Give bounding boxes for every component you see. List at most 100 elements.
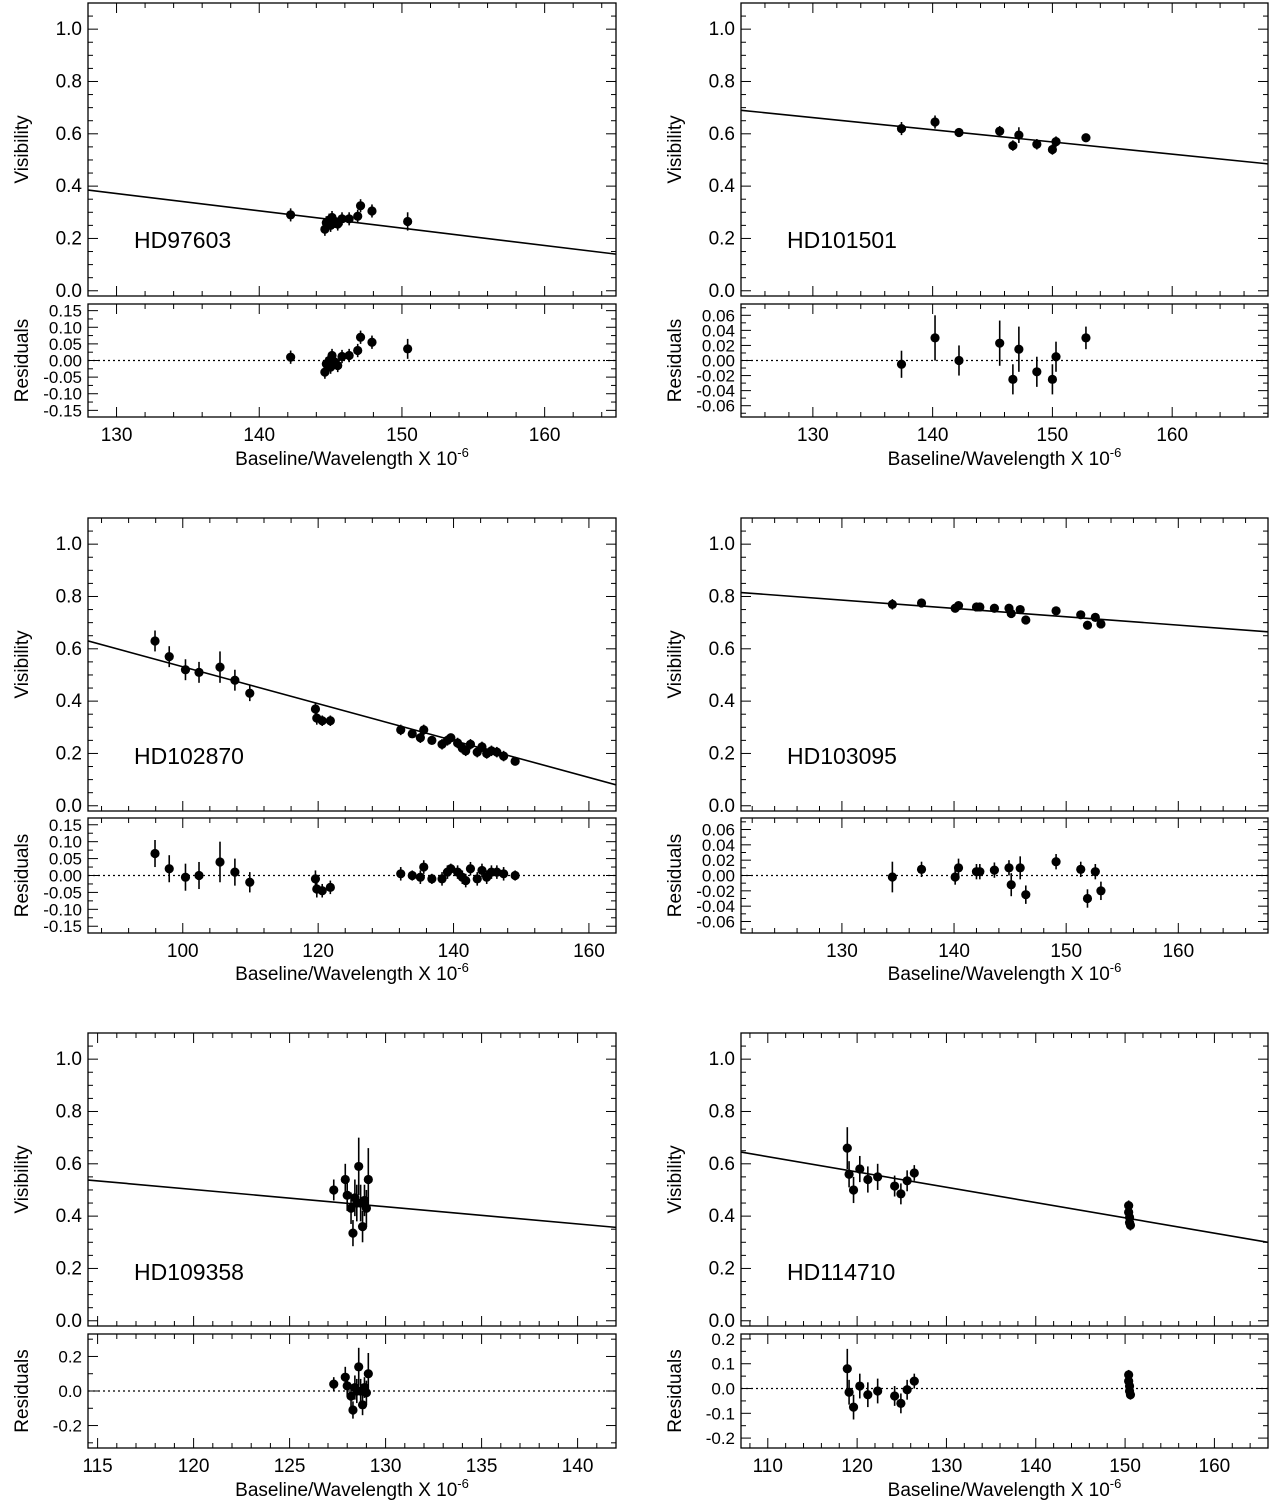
x-axis-label: Baseline/Wavelength X 10-6 bbox=[888, 1476, 1122, 1501]
y-tick-label: 0.0 bbox=[56, 1311, 82, 1332]
x-axis-label-text: Baseline/Wavelength X 10 bbox=[888, 449, 1110, 470]
y-tick-label: 0.04 bbox=[702, 836, 735, 855]
visibility-axis-label: Visibility bbox=[665, 1145, 686, 1214]
residual-point bbox=[415, 872, 425, 882]
visibility-point bbox=[355, 201, 366, 211]
visibility-point bbox=[1015, 604, 1025, 615]
residual-point bbox=[427, 874, 437, 884]
y-tick-label: -0.05 bbox=[43, 883, 82, 902]
y-tick-label: -0.2 bbox=[53, 1417, 82, 1436]
x-tick-label: 150 bbox=[1050, 941, 1082, 962]
visibility-point bbox=[354, 1161, 364, 1172]
visibility-point bbox=[407, 729, 417, 739]
residual-point bbox=[461, 875, 471, 886]
visibility-point bbox=[427, 735, 437, 745]
residual-point bbox=[953, 863, 964, 873]
residual-point bbox=[950, 872, 960, 882]
visibility-axis-label: Visibility bbox=[12, 115, 33, 184]
residuals-plot-frame bbox=[740, 303, 1269, 418]
residual-point bbox=[989, 865, 1000, 875]
visibility-point bbox=[310, 704, 321, 714]
residuals-plot-frame bbox=[740, 1333, 1269, 1449]
x-tick-label: 160 bbox=[529, 425, 561, 446]
visibility-axis-label: Visibility bbox=[12, 630, 33, 699]
visibility-point bbox=[194, 667, 204, 677]
residual-point bbox=[342, 1381, 352, 1391]
y-tick-label: 0.1 bbox=[711, 1355, 735, 1374]
residual-point bbox=[325, 882, 335, 892]
residual-point bbox=[403, 344, 413, 354]
residual-point bbox=[407, 870, 417, 881]
visibility-axis-label: Visibility bbox=[12, 1145, 33, 1214]
residual-point bbox=[317, 886, 327, 896]
visibility-axis-label: Visibility bbox=[665, 630, 686, 699]
visibility-point bbox=[1124, 1201, 1134, 1211]
visibility-point bbox=[1021, 615, 1031, 625]
residual-point bbox=[180, 872, 191, 882]
residuals-axis-label: Residuals bbox=[665, 319, 686, 402]
fit-line bbox=[741, 591, 1268, 633]
visibility-point bbox=[396, 725, 406, 735]
y-tick-label: 0.10 bbox=[49, 318, 82, 337]
residual-point bbox=[1081, 333, 1091, 343]
y-tick-label: 0.00 bbox=[702, 867, 735, 886]
residual-point bbox=[995, 338, 1005, 348]
x-axis-label: Baseline/Wavelength X 10-6 bbox=[888, 960, 1122, 985]
x-tick-label: 130 bbox=[101, 425, 133, 446]
visibility-point bbox=[1090, 612, 1100, 623]
residual-point bbox=[340, 1372, 350, 1382]
visibility-point bbox=[902, 1176, 912, 1186]
visibility-point bbox=[329, 1185, 339, 1195]
y-tick-label: 0.2 bbox=[709, 228, 735, 249]
visibility-point bbox=[357, 1221, 368, 1232]
residual-point bbox=[333, 360, 343, 371]
star-name-label: HD114710 bbox=[787, 1259, 895, 1285]
y-tick-label: 0.6 bbox=[709, 639, 735, 660]
visibility-plot-frame bbox=[87, 517, 617, 812]
y-tick-label: 0.6 bbox=[56, 124, 82, 145]
y-tick-label: 0.8 bbox=[709, 1101, 735, 1122]
y-tick-label: -0.1 bbox=[706, 1404, 735, 1423]
visibility-point bbox=[363, 1174, 373, 1185]
residual-point bbox=[437, 874, 447, 884]
residual-point bbox=[890, 1391, 900, 1401]
visibility-point bbox=[842, 1143, 852, 1153]
visibility-point bbox=[164, 652, 174, 662]
visibility-point bbox=[492, 747, 502, 757]
visibility-point bbox=[337, 214, 347, 224]
residual-point bbox=[909, 1376, 919, 1386]
residual-point bbox=[150, 848, 160, 859]
x-tick-label: 150 bbox=[386, 425, 418, 446]
visibility-point bbox=[317, 716, 327, 726]
visibility-point bbox=[890, 1181, 900, 1191]
star-name-label: HD101501 bbox=[787, 227, 897, 253]
x-axis-label-text: Baseline/Wavelength X 10 bbox=[235, 964, 457, 985]
y-tick-label: -0.05 bbox=[43, 368, 82, 387]
residuals-axis-label: Residuals bbox=[12, 1349, 33, 1432]
x-axis-label-exponent: -6 bbox=[1110, 1476, 1122, 1491]
star-name-label: HD109358 bbox=[134, 1259, 244, 1285]
visibility-plot-frame bbox=[740, 517, 1269, 812]
visibility-point bbox=[896, 1189, 906, 1199]
residual-point bbox=[1082, 893, 1093, 904]
x-tick-label: 140 bbox=[438, 941, 470, 962]
visibility-plot-frame bbox=[87, 2, 617, 297]
residual-point bbox=[357, 1400, 368, 1410]
residual-point bbox=[1008, 374, 1018, 384]
y-tick-label: 0.4 bbox=[56, 1206, 83, 1227]
residual-point bbox=[329, 1379, 339, 1389]
x-tick-label: 160 bbox=[573, 941, 605, 962]
residuals-axis-label: Residuals bbox=[12, 834, 33, 917]
visibility-point bbox=[230, 675, 240, 685]
y-tick-label: 0.2 bbox=[56, 228, 82, 249]
residual-point bbox=[396, 869, 406, 879]
y-tick-label: 0.4 bbox=[709, 176, 736, 197]
residual-point bbox=[355, 332, 366, 342]
y-tick-label: 0.02 bbox=[702, 336, 735, 355]
y-tick-label: 0.6 bbox=[56, 1154, 82, 1175]
y-tick-label: 0.00 bbox=[49, 867, 82, 886]
y-tick-label: 0.4 bbox=[709, 1206, 736, 1227]
x-axis-label-text: Baseline/Wavelength X 10 bbox=[888, 964, 1110, 985]
residual-point bbox=[472, 874, 482, 884]
